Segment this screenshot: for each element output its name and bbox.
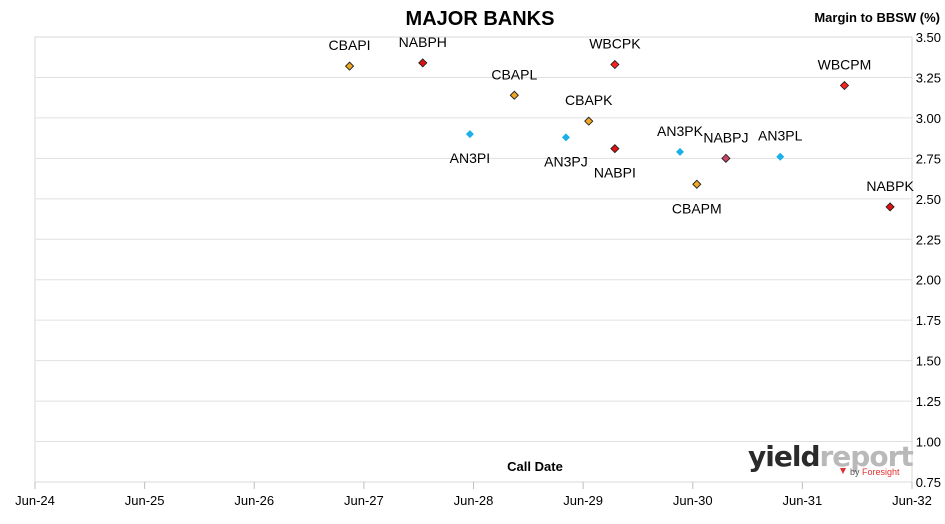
- point-label-nabpk: NABPK: [866, 178, 914, 194]
- point-label-cbapm: CBAPM: [672, 200, 722, 216]
- x-axis-ticks: Jun-24 Jun-25 Jun-26 Jun-27 Jun-28 Jun-29 Jun-…: [15, 482, 932, 508]
- y-axis-ticks: 0.75 1.00 1.25 1.50 1.75 2.00 2.25 2.50 2.75 3.00…: [916, 30, 941, 490]
- point-wbcpm: [839, 80, 850, 91]
- point-cbapi: [344, 61, 355, 71]
- y-tick-label: 2.75: [916, 151, 941, 166]
- y-tick-label: 2.50: [916, 192, 941, 207]
- logo-text-light: report: [819, 440, 913, 473]
- point-label-wbcpm: WBCPM: [818, 57, 872, 73]
- point-cbapl: [509, 90, 519, 100]
- point-cbapk: [584, 116, 594, 126]
- x-tick-label: Jun-25: [125, 493, 165, 508]
- x-tick-label: Jun-29: [563, 493, 603, 508]
- y-tick-label: 1.75: [916, 313, 941, 328]
- x-tick-label: Jun-31: [783, 493, 823, 508]
- x-tick-label: Jun-24: [15, 493, 55, 508]
- point-label-an3pj: AN3PJ: [544, 153, 588, 169]
- y-tick-label: 0.75: [916, 475, 941, 490]
- point-label-an3pk: AN3PK: [657, 123, 704, 139]
- point-nabpi: [610, 144, 620, 154]
- point-nabph: [418, 58, 428, 68]
- point-cbapm: [692, 179, 702, 189]
- point-an3pi: [465, 130, 474, 139]
- logo-red-marker-icon: [840, 468, 846, 474]
- y-tick-label: 1.00: [916, 435, 941, 450]
- x-tick-label: Jun-30: [673, 493, 713, 508]
- y-axis-label: Margin to BBSW (%): [814, 10, 940, 25]
- x-tick-label: Jun-32: [892, 493, 932, 508]
- point-an3pk: [675, 147, 684, 156]
- point-an3pl: [776, 152, 785, 161]
- point-label-an3pi: AN3PI: [450, 150, 490, 166]
- point-label-an3pl: AN3PL: [758, 128, 803, 144]
- logo-text-dark: yield: [748, 440, 820, 473]
- plot-border: [34, 36, 913, 483]
- y-tick-label: 1.25: [916, 394, 941, 409]
- y-tick-label: 3.25: [916, 70, 941, 85]
- point-label-cbapk: CBAPK: [565, 92, 613, 108]
- y-tick-label: 3.50: [916, 30, 941, 45]
- y-tick-label: 2.00: [916, 273, 941, 288]
- point-wbcpk: [610, 59, 620, 70]
- y-tick-label: 3.00: [916, 111, 941, 126]
- data-points: CBAPI NABPH CBAPL AN3PI WBCPK CBAPK AN3PJ NABPI…: [329, 34, 915, 216]
- point-label-nabpj: NABPJ: [703, 129, 748, 145]
- point-nabpk: [885, 202, 895, 212]
- x-tick-label: Jun-26: [234, 493, 274, 508]
- yieldreport-logo: yieldreport by Foresight: [748, 440, 914, 480]
- point-label-nabph: NABPH: [399, 34, 447, 50]
- x-tick-label: Jun-28: [454, 493, 494, 508]
- x-tick-label: Jun-27: [344, 493, 384, 508]
- point-label-wbcpk: WBCPK: [589, 36, 641, 52]
- plot-area: [34, 36, 913, 483]
- logo-byline: by Foresight: [850, 467, 900, 477]
- gridlines: [35, 76, 912, 443]
- y-tick-label: 1.50: [916, 354, 941, 369]
- point-nabpj: [721, 153, 731, 164]
- y-tick-label: 2.25: [916, 232, 941, 247]
- x-axis-label: Call Date: [507, 459, 563, 474]
- point-label-cbapi: CBAPI: [329, 37, 371, 53]
- point-label-nabpi: NABPI: [594, 165, 636, 181]
- point-label-cbapl: CBAPL: [491, 66, 537, 82]
- point-an3pj: [561, 133, 570, 142]
- chart-title: MAJOR BANKS: [405, 8, 555, 30]
